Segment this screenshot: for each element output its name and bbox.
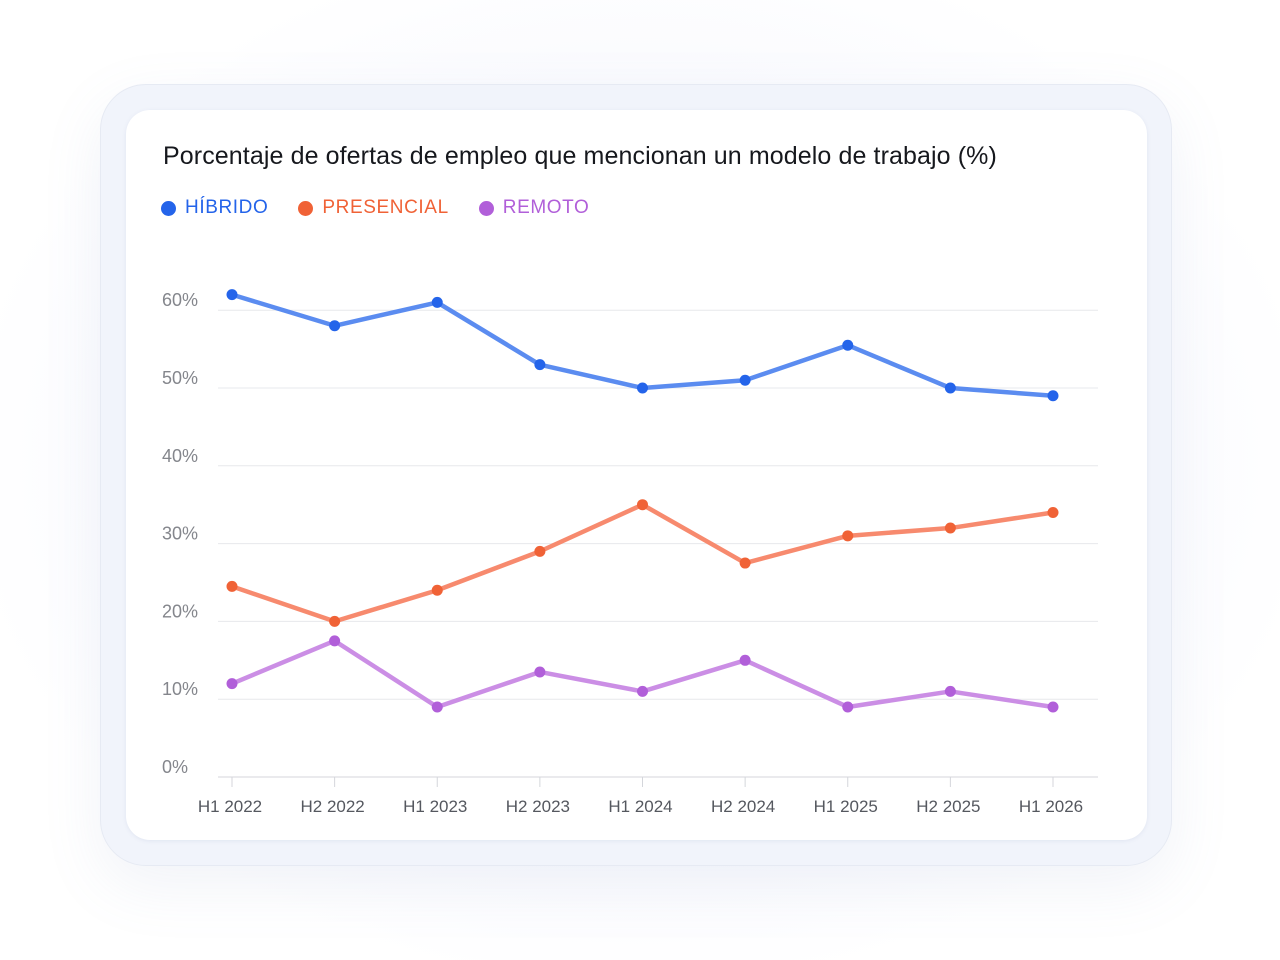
x-tick-label-0: H1 2022: [198, 797, 262, 816]
chart-legend: HÍBRIDO PRESENCIAL REMOTO: [161, 194, 619, 222]
data-point-hibrido-5: [739, 374, 751, 386]
data-point-hibrido-3: [534, 359, 546, 371]
chart-title: Porcentaje de ofertas de empleo que menc…: [163, 142, 997, 170]
chart-card: [126, 110, 1147, 840]
data-point-remoto-1: [329, 635, 341, 647]
x-tick-label-3: H2 2023: [506, 797, 570, 816]
x-tick-label-4: H1 2024: [608, 797, 672, 816]
data-point-remoto-2: [431, 701, 443, 713]
legend-label-presencial: PRESENCIAL: [322, 197, 449, 218]
series-line-presencial: [229, 502, 1056, 624]
y-tick-label-30: 30%: [162, 524, 198, 544]
data-point-presencial-7: [944, 522, 956, 534]
x-tick-label-5: H2 2024: [711, 797, 775, 816]
legend-label-remoto: REMOTO: [502, 197, 590, 218]
data-point-remoto-6: [842, 701, 854, 713]
data-point-remoto-7: [944, 685, 956, 697]
legend-dot-presencial: [298, 200, 314, 216]
data-point-hibrido-2: [431, 296, 443, 308]
legend-item-remoto[interactable]: REMOTO: [478, 197, 590, 219]
data-point-presencial-5: [739, 557, 751, 569]
data-point-hibrido-7: [944, 382, 956, 394]
data-point-presencial-6: [842, 530, 854, 542]
legend-label-hibrido: HÍBRIDO: [185, 197, 269, 218]
data-point-hibrido-1: [329, 320, 341, 332]
x-tick-label-1: H2 2022: [300, 797, 364, 816]
data-point-hibrido-8: [1047, 390, 1059, 402]
data-point-presencial-1: [329, 615, 341, 627]
y-tick-label-50: 50%: [162, 368, 198, 388]
x-tick-label-7: H2 2025: [916, 797, 980, 816]
data-point-remoto-5: [739, 654, 751, 666]
series-line-remoto: [229, 638, 1056, 710]
data-point-hibrido-6: [842, 339, 854, 351]
data-point-presencial-3: [534, 545, 546, 557]
data-point-hibrido-4: [637, 382, 648, 394]
data-point-remoto-4: [637, 685, 648, 697]
x-tick-label-2: H1 2023: [403, 797, 467, 816]
y-tick-label-40: 40%: [162, 446, 198, 466]
data-point-presencial-0: [226, 580, 238, 592]
x-tick-label-8: H1 2026: [1019, 797, 1083, 816]
data-point-hibrido-0: [226, 289, 238, 301]
data-point-remoto-3: [534, 666, 546, 678]
legend-item-presencial[interactable]: PRESENCIAL: [298, 197, 448, 219]
data-point-presencial-4: [637, 499, 648, 511]
y-tick-label-0: 0%: [162, 757, 188, 777]
legend-item-hibrido[interactable]: HÍBRIDO: [161, 197, 268, 219]
data-point-presencial-8: [1047, 506, 1059, 518]
y-tick-label-20: 20%: [162, 601, 198, 621]
y-tick-label-60: 60%: [162, 290, 198, 310]
x-tick-label-6: H1 2025: [814, 797, 878, 816]
legend-dot-remoto: [478, 200, 494, 216]
data-point-presencial-2: [431, 584, 443, 596]
legend-dot-hibrido: [161, 200, 176, 216]
data-point-remoto-0: [226, 678, 238, 690]
y-tick-label-10: 10%: [162, 679, 198, 699]
data-point-remoto-8: [1047, 701, 1059, 713]
